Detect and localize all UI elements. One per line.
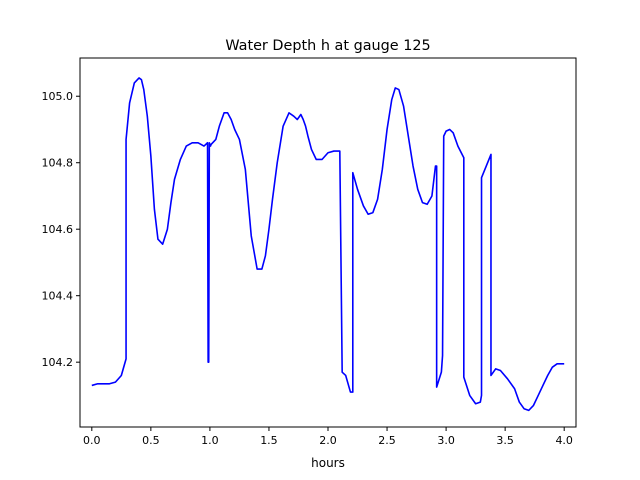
y-tick-label: 104.8 — [42, 157, 74, 170]
x-tick-label: 2.0 — [319, 434, 337, 447]
y-tick-label: 105.0 — [42, 90, 74, 103]
y-tick-label: 104.6 — [42, 223, 74, 236]
x-axis-label: hours — [311, 456, 345, 470]
x-tick-label: 3.0 — [437, 434, 455, 447]
x-tick-label: 1.0 — [201, 434, 219, 447]
x-tick-label: 0.0 — [83, 434, 101, 447]
y-tick-label: 104.4 — [42, 290, 74, 303]
y-axis-ticks: 104.2 104.4 104.6 104.8 105.0 — [42, 90, 80, 369]
x-tick-label: 2.5 — [378, 434, 396, 447]
chart-title: Water Depth h at gauge 125 — [225, 38, 430, 54]
x-tick-label: 3.5 — [496, 434, 514, 447]
y-tick-label: 104.2 — [42, 356, 74, 369]
x-tick-label: 0.5 — [142, 434, 160, 447]
series-layer — [91, 77, 565, 412]
x-axis-ticks: 0.0 0.5 1.0 1.5 2.0 2.5 3.0 3.5 4.0 — [83, 427, 573, 447]
x-tick-label: 1.5 — [260, 434, 278, 447]
x-tick-label: 4.0 — [555, 434, 573, 447]
series-line-0 — [91, 77, 565, 412]
